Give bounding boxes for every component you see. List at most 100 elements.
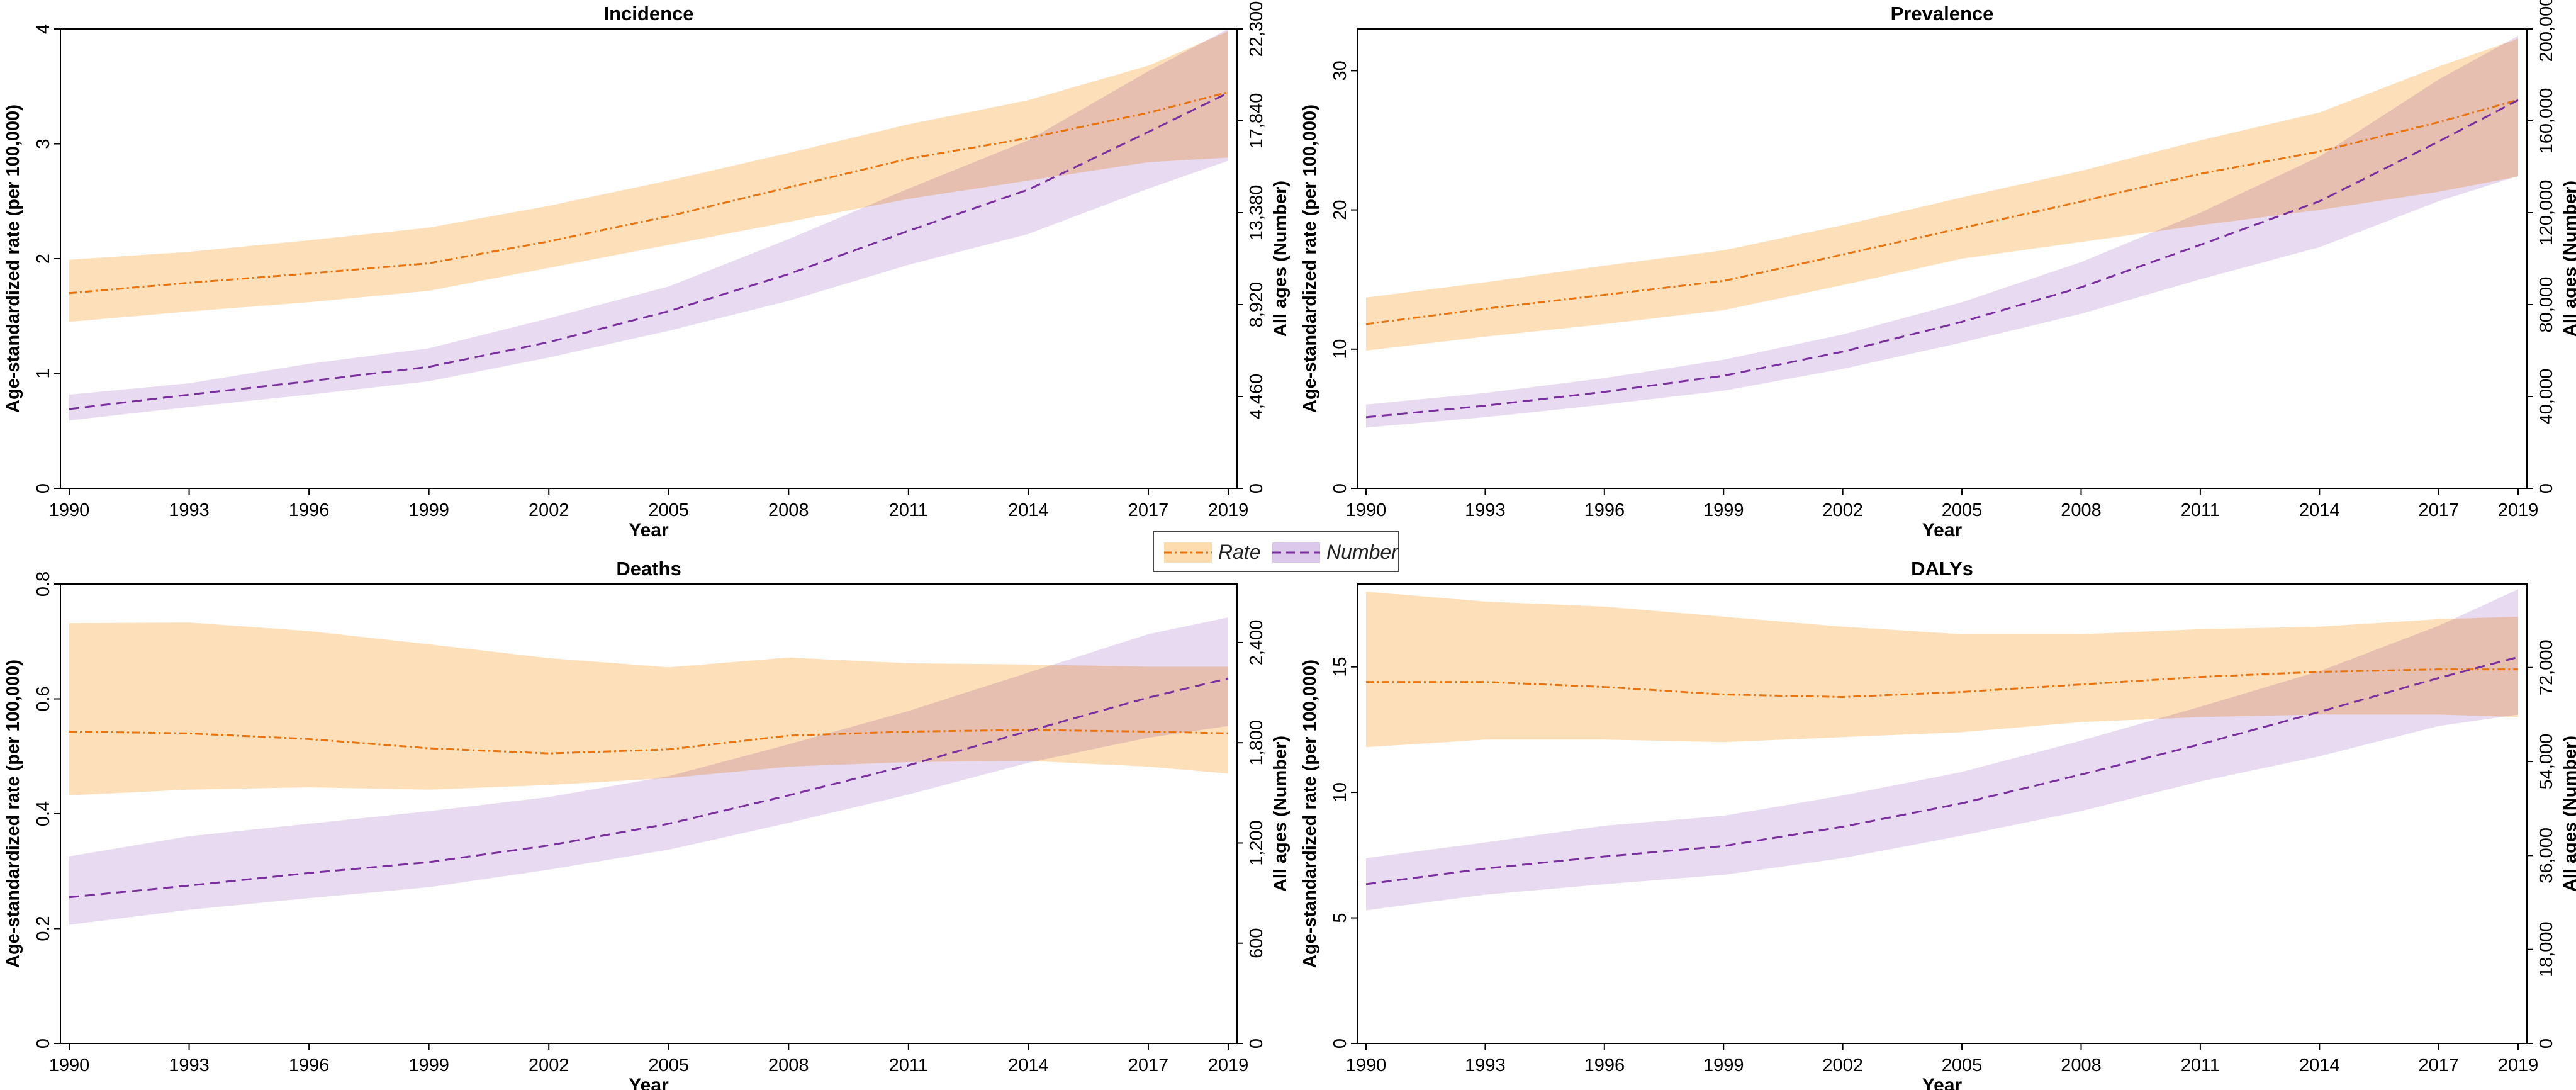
prevalence-y2tick-label: 200,000 [2536, 0, 2556, 62]
prevalence-xtick-label: 2014 [2299, 500, 2340, 520]
incidence-y2label: All ages (Number) [1270, 181, 1291, 337]
deaths-y2tick-label: 0 [1246, 1038, 1267, 1048]
prevalence-rate-band [1366, 38, 2518, 351]
prevalence-ytick-label: 30 [1330, 60, 1350, 81]
incidence-xtick-label: 1996 [289, 500, 330, 520]
prevalence-y2tick-label: 80,000 [2536, 277, 2556, 333]
dalys-xlabel: Year [1922, 1075, 1963, 1090]
deaths-xtick-label: 2019 [1208, 1055, 1249, 1076]
prevalence-y2tick-label: 120,000 [2536, 180, 2556, 246]
deaths-xtick-label: 1993 [169, 1055, 210, 1076]
incidence-xtick-label: 2002 [529, 500, 569, 520]
deaths-xlabel: Year [629, 1075, 669, 1090]
deaths-ytick-label: 0.8 [33, 571, 53, 597]
dalys-number-band [1366, 589, 2518, 911]
prevalence-number-band [1366, 36, 2518, 428]
deaths-xtick-label: 2017 [1128, 1055, 1169, 1076]
incidence-xtick-label: 1993 [169, 500, 210, 520]
prevalence-xtick-label: 2002 [1822, 500, 1863, 520]
deaths-xtick-label: 2014 [1008, 1055, 1049, 1076]
deaths-xtick-label: 1990 [49, 1055, 90, 1076]
incidence-y2tick-label: 13,380 [1246, 185, 1267, 241]
prevalence-rate-line [1365, 99, 2519, 325]
dalys-xtick-label: 1996 [1584, 1055, 1625, 1076]
deaths-xtick-label: 1996 [289, 1055, 330, 1076]
incidence-xtick-label: 2017 [1128, 500, 1169, 520]
prevalence-xtick-label: 2017 [2418, 500, 2459, 520]
legend-rate-swatch [1164, 542, 1212, 563]
incidence-ytick-label: 4 [33, 24, 53, 34]
incidence-number-band [69, 29, 1228, 420]
deaths-bands [69, 617, 1228, 925]
incidence-rate-band [69, 31, 1228, 322]
incidence-xtick-label: 2014 [1008, 500, 1049, 520]
legend-number-label: Number [1326, 541, 1398, 563]
deaths-xtick-label: 2011 [889, 1055, 928, 1076]
dalys-xtick-label: 2011 [2181, 1055, 2220, 1076]
dalys-ylabel: Age-standardized rate (per 100,000) [1300, 660, 1320, 968]
incidence-rate-line [69, 91, 1229, 295]
deaths-y2tick-label: 1,800 [1246, 720, 1267, 766]
prevalence-title: Prevalence [1891, 3, 1994, 25]
prevalence-xtick-label: 1999 [1703, 500, 1744, 520]
incidence-xtick-label: 2019 [1208, 500, 1249, 520]
prevalence-bands [1366, 36, 2518, 428]
prevalence-xtick-label: 2005 [1942, 500, 1983, 520]
deaths-rate-line [69, 729, 1229, 755]
dalys-xtick-label: 1990 [1346, 1055, 1387, 1076]
prevalence-y2label: All ages (Number) [2560, 181, 2576, 337]
dalys-xtick-label: 2008 [2061, 1055, 2102, 1076]
deaths-y2label: All ages (Number) [1270, 736, 1291, 892]
deaths-y2tick-label: 600 [1246, 928, 1267, 958]
dalys-plot-frame [1357, 583, 2528, 1044]
deaths-ytick-label: 0.2 [33, 916, 53, 941]
prevalence-ytick-label: 10 [1330, 339, 1350, 359]
dalys-y2tick-label: 0 [2536, 1038, 2556, 1048]
legend-rate-band [1164, 542, 1212, 563]
incidence-ytick-label: 3 [33, 138, 53, 149]
prevalence-number-line [1365, 99, 2519, 419]
panel-deaths: Deaths 1990 1993 1996 1999 2002 2005 2008 2011 20… [3, 558, 1291, 1090]
prevalence-xtick-label: 2019 [2498, 500, 2539, 520]
prevalence-xtick-label: 2008 [2061, 500, 2102, 520]
deaths-xtick-label: 2008 [768, 1055, 809, 1076]
incidence-xtick-label: 2011 [889, 500, 928, 520]
deaths-ytick-label: 0.6 [33, 686, 53, 711]
prevalence-xlabel: Year [1922, 520, 1963, 541]
legend-number-swatch [1272, 542, 1320, 563]
deaths-ytick-label: 0 [33, 1038, 53, 1048]
incidence-y2tick-label: 4,460 [1246, 374, 1267, 420]
prevalence-y2tick-label: 160,000 [2536, 88, 2556, 154]
dalys-xtick-label: 1999 [1703, 1055, 1744, 1076]
prevalence-xtick-label: 2011 [2181, 500, 2220, 520]
panel-prevalence: Prevalence 1990 1993 1996 1999 2002 2005 2008 20… [1300, 0, 2576, 541]
deaths-y2tick-label: 2,400 [1246, 620, 1267, 666]
dalys-y2tick-label: 36,000 [2536, 828, 2556, 884]
deaths-xtick-label: 2002 [529, 1055, 569, 1076]
dalys-xtick-label: 2014 [2299, 1055, 2340, 1076]
incidence-bands [69, 29, 1228, 420]
panel-dalys: DALYs 1990 1993 1996 1999 2002 2005 2008 2011 201… [1300, 558, 2576, 1090]
prevalence-ytick-label: 0 [1330, 483, 1350, 493]
prevalence-ylabel: Age-standardized rate (per 100,000) [1300, 104, 1320, 413]
legend-rate-label: Rate [1218, 541, 1261, 563]
incidence-xtick-label: 1999 [408, 500, 449, 520]
incidence-y2tick-label: 8,920 [1246, 282, 1267, 328]
dalys-ytick-label: 5 [1330, 913, 1350, 923]
dalys-xtick-label: 2002 [1822, 1055, 1863, 1076]
dalys-bands [1366, 589, 2518, 911]
incidence-ytick-label: 2 [33, 254, 53, 264]
dalys-xtick-label: 2019 [2498, 1055, 2539, 1076]
incidence-title: Incidence [604, 3, 694, 25]
incidence-xtick-label: 2005 [649, 500, 690, 520]
deaths-ytick-label: 0.4 [33, 801, 53, 826]
deaths-xtick-label: 1999 [408, 1055, 449, 1076]
deaths-number-line [69, 677, 1229, 899]
prevalence-xtick-label: 1990 [1346, 500, 1387, 520]
dalys-title: DALYs [1911, 558, 1973, 580]
legend: Rate Number [1153, 531, 1399, 572]
incidence-ylabel: Age-standardized rate (per 100,000) [3, 104, 23, 413]
incidence-number-line [69, 92, 1229, 410]
